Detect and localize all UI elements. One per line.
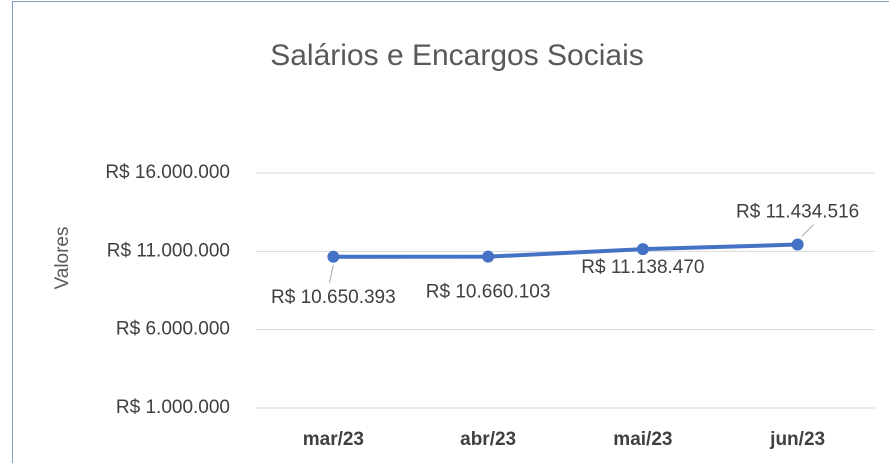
data-point [482,250,495,263]
y-axis-label: Valores [52,226,73,289]
y-tick-label: R$ 1.000.000 [116,397,230,418]
data-label: R$ 10.660.103 [426,282,551,303]
x-tick-label: abr/23 [460,429,516,450]
chart-title: Salários e Encargos Sociais [270,39,644,72]
x-tick-label: mar/23 [303,429,364,450]
data-label: R$ 11.434.516 [736,202,859,223]
data-point [791,238,804,251]
x-tick-label: jun/23 [769,429,825,450]
leader-line [801,224,814,237]
x-tick-label: mai/23 [613,429,672,450]
data-label: R$ 11.138.470 [581,257,704,278]
data-label: R$ 10.650.393 [271,287,396,308]
data-point [327,250,340,263]
leader-line [328,264,334,283]
series-line [333,242,798,259]
chart-frame [12,1,889,463]
y-tick-label: R$ 6.000.000 [116,319,230,340]
y-tick-label: R$ 16.000.000 [105,162,230,183]
y-tick-label: R$ 11.000.000 [107,240,230,261]
data-point [636,243,649,256]
